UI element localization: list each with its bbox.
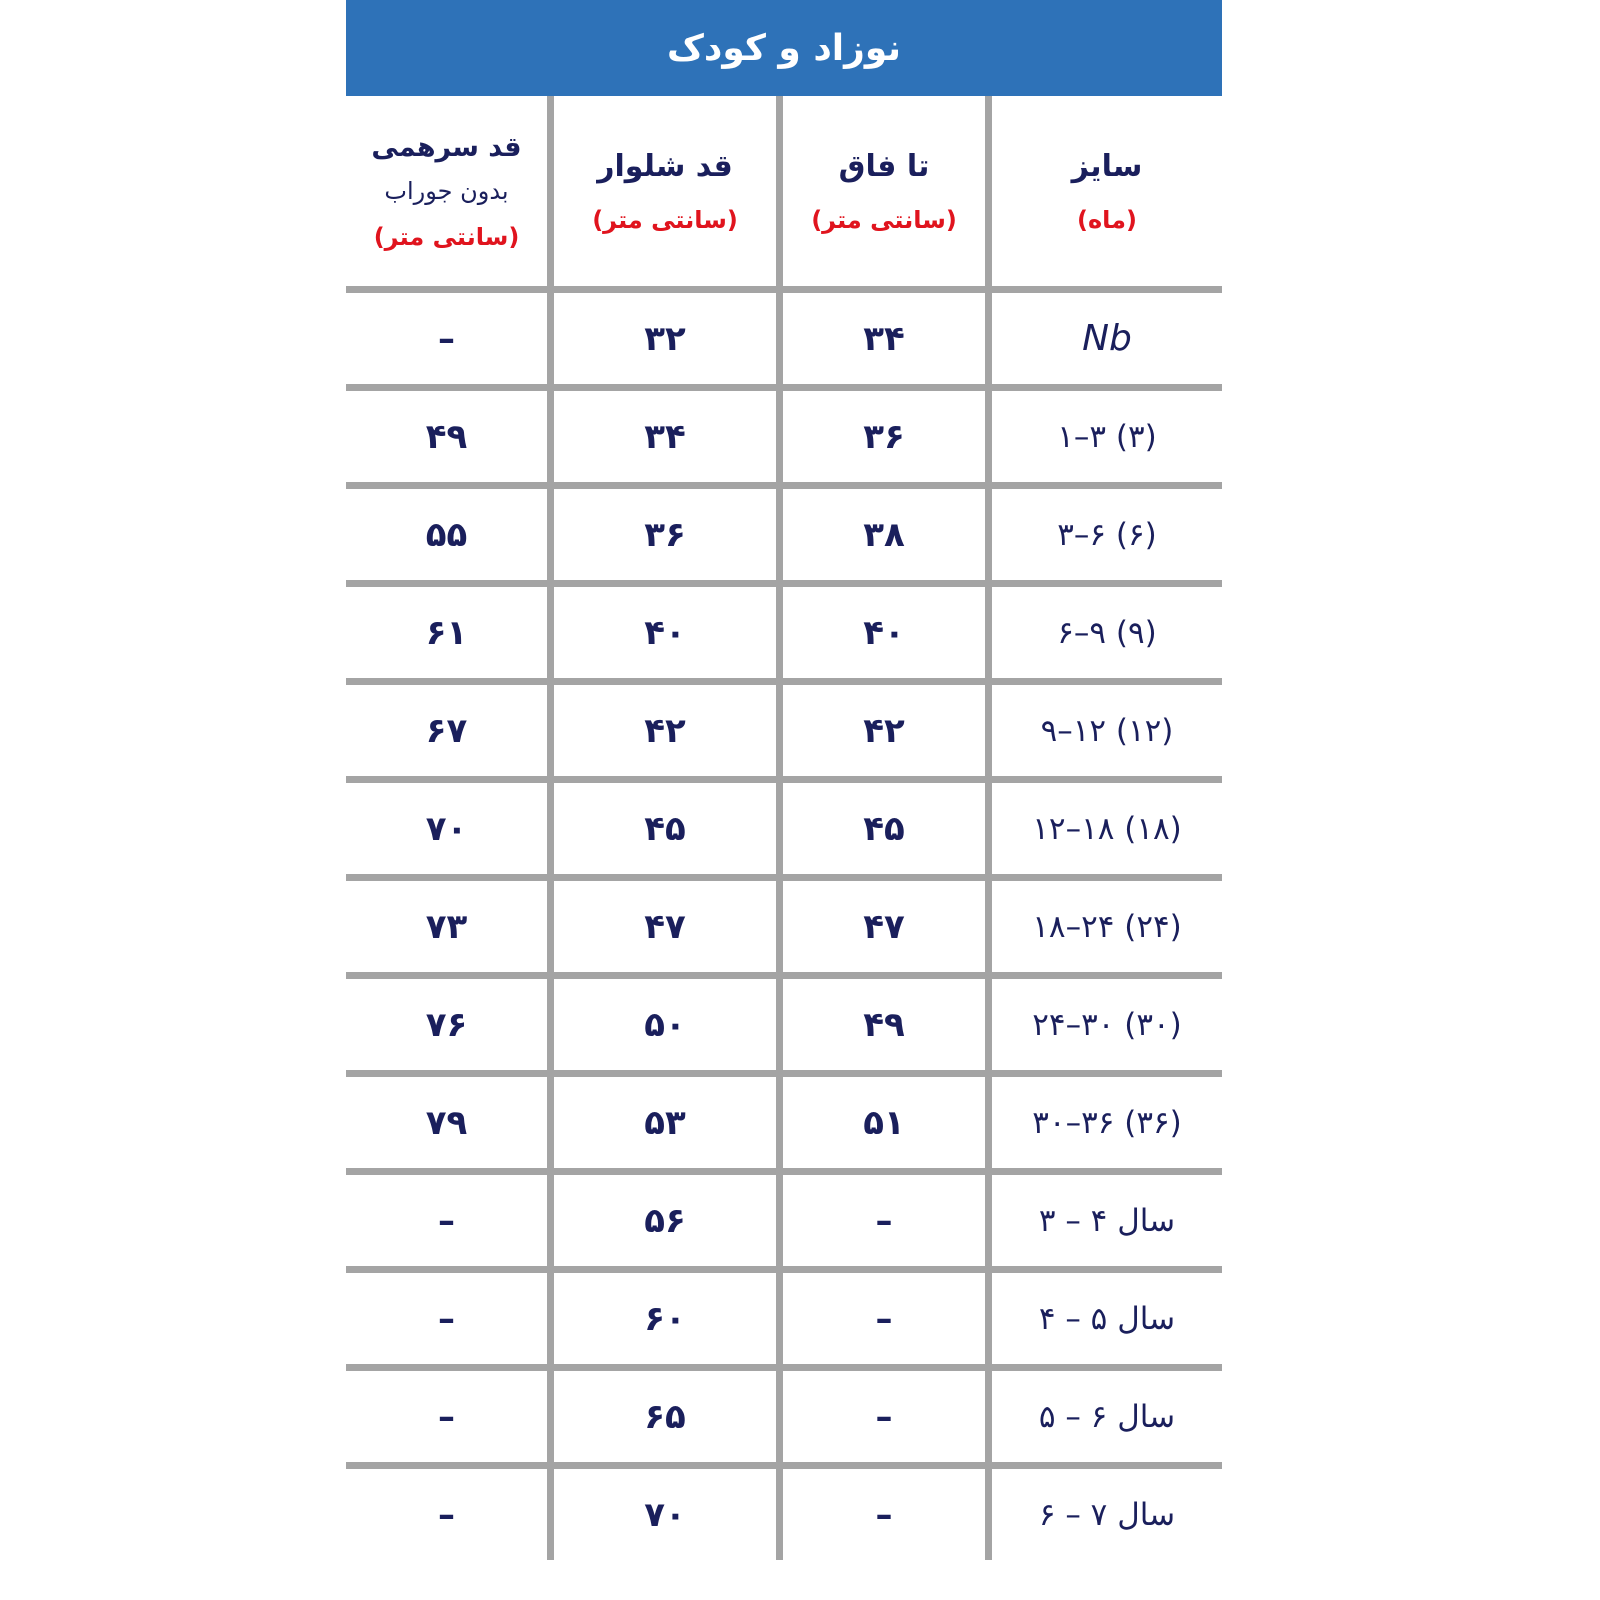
header-pants: قد شلوار (سانتی متر) — [547, 96, 780, 293]
table-row: ۶ – ۷ سال –۷۰– — [346, 1465, 1222, 1560]
crotch-cell: – — [776, 1171, 989, 1273]
table-row: ۱۸–۲۴ (۲۴) ۴۷ ۴۷ ۷۳ — [346, 877, 1222, 979]
crotch-cell: – — [776, 1367, 989, 1469]
footed-cell: ۷۳ — [346, 877, 551, 979]
pants-cell: ۶۵ — [547, 1367, 780, 1469]
footed-cell: – — [346, 1171, 551, 1273]
pants-cell: ۳۶ — [547, 485, 780, 587]
size-cell: ۳–۶ (۶) — [985, 485, 1222, 587]
footed-cell: ۷۶ — [346, 975, 551, 1077]
size-cell: ۱۸–۲۴ (۲۴) — [985, 877, 1222, 979]
crotch-cell: – — [776, 1465, 989, 1560]
size-cell: ۹–۱۲ (۱۲) — [985, 681, 1222, 783]
table-row: ۳۰–۳۶ (۳۶) ۵۱ ۵۳ ۷۹ — [346, 1073, 1222, 1175]
footed-cell: ۷۹ — [346, 1073, 551, 1175]
header-label: قد شلوار — [597, 148, 733, 184]
size-cell: ۱–۳ (۳) — [985, 387, 1222, 489]
footed-cell: ۶۱ — [346, 583, 551, 685]
size-table: سایز (ماه) تا فاق (سانتی متر) قد شلوار (… — [346, 96, 1222, 1560]
crotch-cell: ۳۸ — [776, 485, 989, 587]
size-cell: ۵ – ۶ سال — [985, 1367, 1222, 1469]
crotch-cell: ۳۴ — [776, 289, 989, 391]
header-label: قد سرهمی — [371, 131, 522, 163]
footed-cell: – — [346, 1269, 551, 1371]
header-footed: قد سرهمی بدون جوراب (سانتی متر) — [346, 96, 551, 293]
header-unit: (سانتی متر) — [373, 222, 520, 251]
table-row: ۱–۳ (۳) ۳۶ ۳۴ ۴۹ — [346, 387, 1222, 489]
table-row: ۳ – ۴ سال –۵۶– — [346, 1171, 1222, 1273]
header-size: سایز (ماه) — [985, 96, 1222, 293]
pants-cell: ۵۳ — [547, 1073, 780, 1175]
size-cell: ۳۰–۳۶ (۳۶) — [985, 1073, 1222, 1175]
table-row: ۳–۶ (۶) ۳۸ ۳۶ ۵۵ — [346, 485, 1222, 587]
table-row: ۹–۱۲ (۱۲) ۴۲ ۴۲ ۶۷ — [346, 681, 1222, 783]
crotch-cell: ۴۹ — [776, 975, 989, 1077]
header-sublabel: بدون جوراب — [384, 176, 509, 205]
table-row: ۴ – ۵ سال –۶۰– — [346, 1269, 1222, 1371]
table-row: ۵ – ۶ سال –۶۵– — [346, 1367, 1222, 1469]
size-chart: نوزاد و کودک سایز (ماه) تا فاق (سانتی مت… — [346, 0, 1222, 1560]
header-unit: (سانتی متر) — [811, 205, 957, 234]
table-row: ۶–۹ (۹) ۴۰ ۴۰ ۶۱ — [346, 583, 1222, 685]
pants-cell: ۳۴ — [547, 387, 780, 489]
pants-cell: ۴۰ — [547, 583, 780, 685]
footed-cell: – — [346, 1367, 551, 1469]
size-cell: ۶ – ۷ سال — [985, 1465, 1222, 1560]
header-crotch: تا فاق (سانتی متر) — [776, 96, 989, 293]
footed-cell: ۴۹ — [346, 387, 551, 489]
footed-cell: ۶۷ — [346, 681, 551, 783]
crotch-cell: ۵۱ — [776, 1073, 989, 1175]
footed-cell: – — [346, 289, 551, 391]
pants-cell: ۶۰ — [547, 1269, 780, 1371]
pants-cell: ۵۰ — [547, 975, 780, 1077]
size-cell: Nb — [985, 289, 1222, 391]
crotch-cell: ۴۵ — [776, 779, 989, 881]
table-row: ۱۲–۱۸ (۱۸) ۴۵ ۴۵ ۷۰ — [346, 779, 1222, 881]
size-cell: ۱۲–۱۸ (۱۸) — [985, 779, 1222, 881]
header-label: سایز — [1071, 148, 1143, 184]
size-cell: ۶–۹ (۹) — [985, 583, 1222, 685]
pants-cell: ۴۲ — [547, 681, 780, 783]
pants-cell: ۴۵ — [547, 779, 780, 881]
crotch-cell: ۴۰ — [776, 583, 989, 685]
pants-cell: ۷۰ — [547, 1465, 780, 1560]
crotch-cell: ۳۶ — [776, 387, 989, 489]
size-cell: ۳ – ۴ سال — [985, 1171, 1222, 1273]
size-cell: ۴ – ۵ سال — [985, 1269, 1222, 1371]
header-row: سایز (ماه) تا فاق (سانتی متر) قد شلوار (… — [346, 96, 1222, 293]
chart-title: نوزاد و کودک — [346, 0, 1222, 96]
header-unit: (ماه) — [1077, 205, 1137, 234]
footed-cell: ۷۰ — [346, 779, 551, 881]
crotch-cell: ۴۷ — [776, 877, 989, 979]
crotch-cell: – — [776, 1269, 989, 1371]
footed-cell: ۵۵ — [346, 485, 551, 587]
header-unit: (سانتی متر) — [592, 205, 738, 234]
size-cell: ۲۴–۳۰ (۳۰) — [985, 975, 1222, 1077]
pants-cell: ۵۶ — [547, 1171, 780, 1273]
pants-cell: ۴۷ — [547, 877, 780, 979]
table-row: Nb ۳۴ ۳۲– — [346, 289, 1222, 391]
table-row: ۲۴–۳۰ (۳۰) ۴۹ ۵۰ ۷۶ — [346, 975, 1222, 1077]
header-label: تا فاق — [838, 148, 930, 184]
footed-cell: – — [438, 1494, 455, 1535]
crotch-cell: ۴۲ — [776, 681, 989, 783]
pants-cell: ۳۲ — [547, 289, 780, 391]
